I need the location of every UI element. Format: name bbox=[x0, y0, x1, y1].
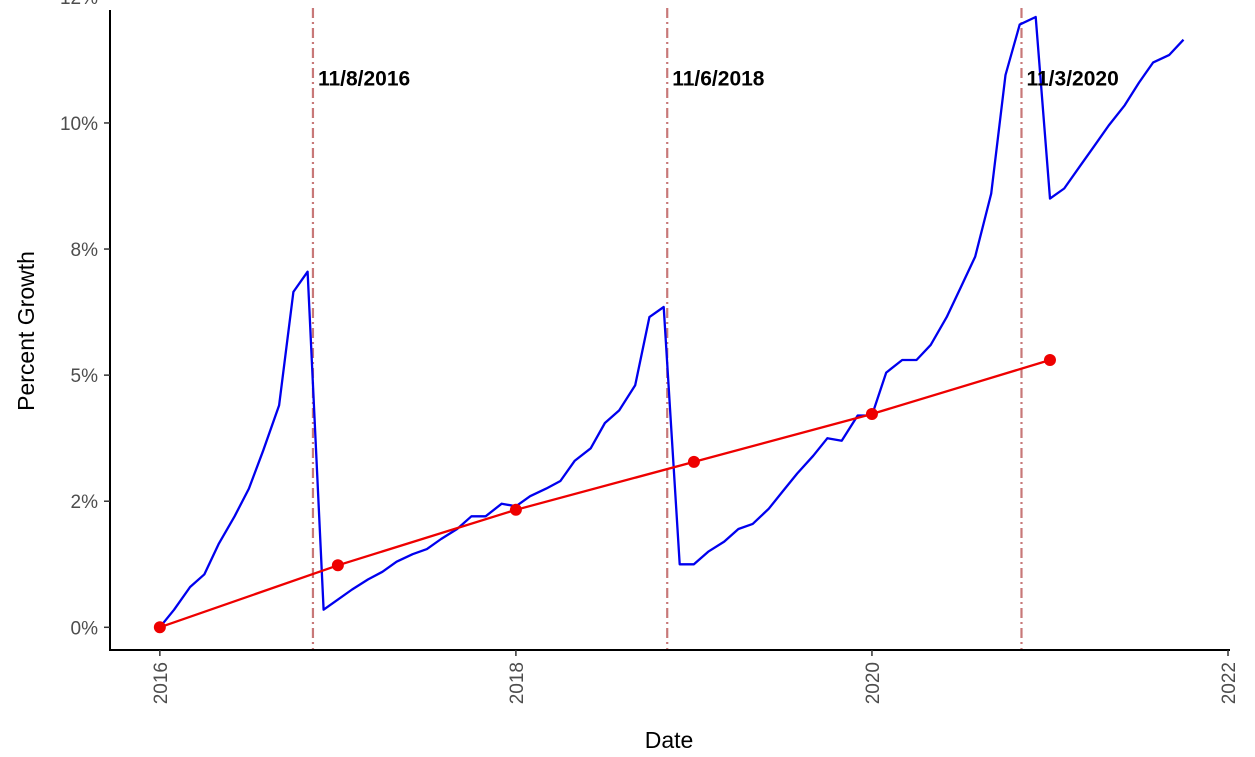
election-label-3: 11/3/2020 bbox=[1026, 68, 1118, 91]
trend-point-3 bbox=[509, 503, 522, 516]
trend-point-4 bbox=[687, 455, 700, 468]
tick-labels: 0% 2% 5% 8% 10% 12% 2016 2018 2020 2022 bbox=[60, 0, 1240, 704]
y-axis-title: Percent Growth bbox=[13, 251, 39, 411]
election-label-1: 11/8/2016 bbox=[318, 68, 410, 91]
trend-point-1 bbox=[153, 621, 166, 634]
y-tick-label: 12% bbox=[60, 0, 98, 9]
trend-point-5 bbox=[865, 407, 878, 420]
election-label-2: 11/6/2018 bbox=[672, 68, 765, 91]
x-tick-label: 2018 bbox=[507, 662, 528, 704]
x-tick-label: 2022 bbox=[1219, 662, 1240, 704]
y-tick-label: 5% bbox=[71, 366, 99, 387]
y-tick-label: 10% bbox=[60, 114, 98, 135]
x-tick-label: 2020 bbox=[863, 662, 884, 704]
trend-line bbox=[159, 358, 1051, 629]
y-tick-label: 8% bbox=[71, 240, 99, 261]
trend-point-2 bbox=[331, 559, 344, 572]
axes bbox=[109, 10, 1230, 651]
growth-line bbox=[158, 15, 1185, 629]
y-tick-label: 0% bbox=[71, 618, 99, 639]
x-tick-label: 2016 bbox=[151, 662, 172, 704]
chart-marks: 11/8/2016 11/6/2018 11/3/2020 bbox=[153, 8, 1185, 650]
x-axis-title: Date bbox=[645, 727, 694, 753]
trend-point-6 bbox=[1043, 354, 1056, 366]
y-tick-label: 2% bbox=[71, 492, 99, 513]
